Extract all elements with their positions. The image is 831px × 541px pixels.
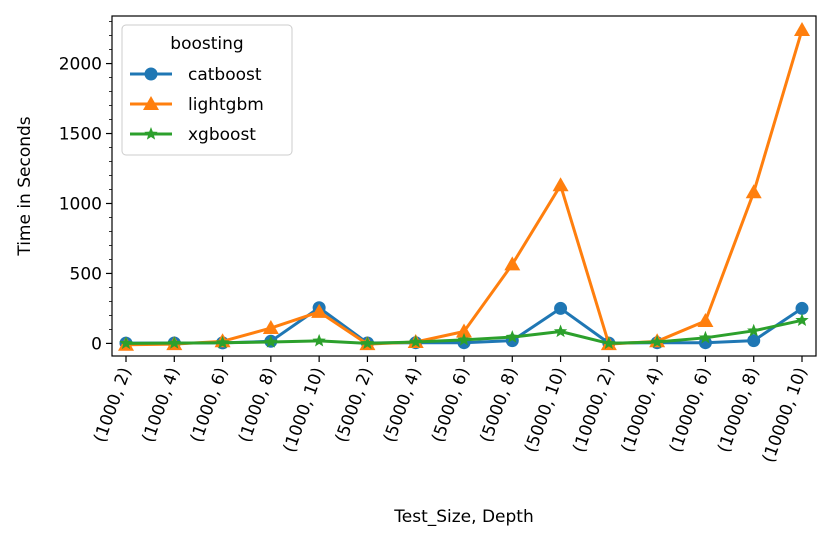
legend-marker [144, 127, 158, 140]
x-tick-label: (1000, 8) [235, 365, 281, 445]
x-tick-label: (1000, 6) [187, 365, 233, 445]
data-point-lightgbm [504, 256, 521, 271]
x-axis-label: Test_Size, Depth [393, 507, 533, 527]
x-tick-label: (5000, 10) [521, 365, 570, 455]
x-tick-label: (5000, 2) [332, 365, 378, 445]
data-point-xgboost [457, 332, 471, 346]
x-tick-label: (10000, 8) [714, 365, 763, 455]
data-point-lightgbm [697, 313, 714, 328]
legend-item-catboost: catboost [130, 65, 262, 85]
legend-label: xgboost [188, 125, 256, 145]
x-tick-label: (5000, 4) [380, 365, 426, 445]
y-axis-ticks: 0 500 1000 1500 2000 [59, 21, 112, 354]
legend-box [121, 24, 293, 156]
data-point-lightgbm [794, 21, 810, 36]
y-tick-label: 2000 [59, 55, 102, 75]
data-point-lightgbm [262, 320, 279, 335]
data-point-xgboost [602, 336, 616, 350]
legend: boosting catboost lightgbm xgboost [121, 24, 293, 156]
x-tick-label: (10000, 4) [618, 365, 667, 455]
data-point-xgboost [360, 336, 375, 350]
data-point-xgboost [505, 330, 519, 343]
y-tick-label: 1500 [59, 125, 102, 145]
data-point-xgboost [795, 313, 809, 326]
data-point-lightgbm [456, 323, 472, 338]
plot-frame [111, 15, 817, 357]
legend-marker [144, 67, 158, 81]
data-point-xgboost [747, 323, 761, 337]
data-point-xgboost [264, 335, 278, 348]
series-layer [118, 21, 810, 351]
data-point-catboost [747, 334, 761, 348]
data-point-xgboost [698, 330, 713, 344]
x-tick-label: (10000, 2) [569, 365, 618, 455]
legend-marker [143, 96, 159, 110]
data-point-lightgbm [745, 184, 762, 199]
x-tick-label: (5000, 6) [428, 365, 474, 445]
x-tick-label: (1000, 4) [138, 365, 184, 445]
x-tick-label: (1000, 10) [280, 365, 329, 455]
legend-item-lightgbm: lightgbm [130, 95, 264, 115]
legend-label: lightgbm [188, 95, 264, 115]
legend-label: catboost [188, 65, 262, 85]
x-tick-label: (10000, 10) [759, 365, 812, 466]
y-axis-label: Time in Seconds [15, 116, 35, 256]
y-tick-label: 500 [70, 264, 102, 284]
data-point-catboost [554, 301, 568, 315]
x-tick-label: (5000, 8) [476, 365, 522, 445]
data-point-xgboost [312, 333, 326, 347]
data-point-lightgbm [552, 177, 569, 192]
series-xgboost [119, 313, 809, 350]
x-axis-ticks: (1000, 2) (1000, 4) (1000, 6) (1000, 8) (100… [90, 356, 812, 465]
data-point-xgboost [553, 324, 568, 338]
data-point-xgboost [119, 336, 133, 350]
data-point-catboost [795, 301, 809, 315]
data-point-xgboost [215, 335, 230, 349]
y-tick-label: 1000 [59, 194, 102, 214]
data-point-xgboost [650, 335, 664, 348]
data-point-xgboost [167, 336, 181, 349]
y-tick-label: 0 [91, 334, 102, 354]
x-tick-label: (10000, 6) [666, 365, 715, 455]
x-tick-label: (1000, 2) [90, 365, 136, 445]
legend-title: boosting [170, 34, 243, 54]
data-point-xgboost [409, 335, 423, 348]
legend-item-xgboost: xgboost [130, 125, 256, 145]
data-point-lightgbm [311, 303, 328, 318]
